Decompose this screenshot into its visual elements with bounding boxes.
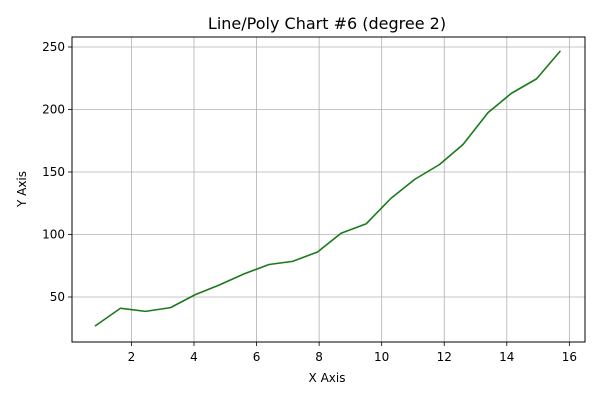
x-tick-label: 16 [562, 350, 577, 364]
plot-area [94, 50, 561, 327]
plot-frame [71, 36, 586, 343]
x-tick-label: 8 [315, 350, 323, 364]
x-tick-label: 6 [253, 350, 261, 364]
x-tick-label: 2 [128, 350, 136, 364]
y-tick-label: 100 [42, 228, 65, 242]
x-tick-label: 14 [499, 350, 514, 364]
series-line [94, 50, 561, 327]
x-tick-label: 12 [437, 350, 452, 364]
grid [72, 37, 585, 342]
y-tick-label: 50 [50, 290, 65, 304]
y-axis-label: Y Axis [15, 171, 29, 208]
x-tick-label: 4 [190, 350, 198, 364]
y-tick-label: 200 [42, 103, 65, 117]
chart-title: Line/Poly Chart #6 (degree 2) [208, 14, 446, 33]
x-axis-label: X Axis [309, 371, 346, 385]
y-tick-label: 150 [42, 165, 65, 179]
x-tick-label: 10 [374, 350, 389, 364]
y-tick-label: 250 [42, 40, 65, 54]
ticks: 2 4 6 8 10 12 14 16 50 100 150 200 250 [42, 40, 577, 364]
